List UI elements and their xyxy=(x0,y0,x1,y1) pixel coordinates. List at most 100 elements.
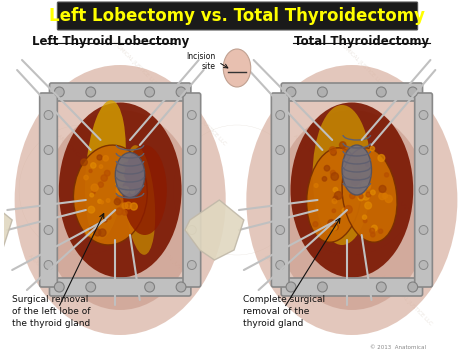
Circle shape xyxy=(176,282,186,292)
Circle shape xyxy=(88,206,95,213)
Circle shape xyxy=(339,142,346,148)
Circle shape xyxy=(84,175,88,180)
Circle shape xyxy=(332,209,336,213)
Ellipse shape xyxy=(59,103,182,278)
Circle shape xyxy=(371,190,375,195)
Circle shape xyxy=(364,182,371,190)
FancyBboxPatch shape xyxy=(183,93,201,287)
Circle shape xyxy=(379,185,386,192)
Circle shape xyxy=(120,189,124,193)
Circle shape xyxy=(371,233,375,237)
Circle shape xyxy=(384,173,389,177)
Circle shape xyxy=(116,208,123,215)
Circle shape xyxy=(333,224,338,230)
Circle shape xyxy=(286,87,296,97)
Circle shape xyxy=(117,190,122,196)
Circle shape xyxy=(362,182,367,188)
Circle shape xyxy=(345,165,353,173)
Circle shape xyxy=(92,191,95,194)
Text: Surgical removal
of the left lobe of
the thyroid gland: Surgical removal of the left lobe of the… xyxy=(12,295,91,328)
Circle shape xyxy=(328,219,335,227)
Circle shape xyxy=(313,222,318,227)
Circle shape xyxy=(98,200,101,203)
Circle shape xyxy=(331,173,338,180)
Text: Incision
site: Incision site xyxy=(186,52,215,71)
Circle shape xyxy=(365,163,369,166)
Text: © 2013  Anatomical: © 2013 Anatomical xyxy=(371,345,427,350)
Circle shape xyxy=(366,192,371,197)
Text: ANATOMICAL JUSTICE LLC: ANATOMICAL JUSTICE LLC xyxy=(174,93,227,147)
Circle shape xyxy=(331,150,336,155)
Circle shape xyxy=(104,170,110,176)
Text: ANATOMICAL JUSTICE LLC: ANATOMICAL JUSTICE LLC xyxy=(371,174,423,226)
Circle shape xyxy=(335,192,342,200)
Ellipse shape xyxy=(115,153,145,197)
Text: ANATOMICAL JUSTICE LLC: ANATOMICAL JUSTICE LLC xyxy=(263,253,316,306)
Text: Left Thyroid Lobectomy: Left Thyroid Lobectomy xyxy=(32,35,189,48)
Circle shape xyxy=(276,146,284,154)
Circle shape xyxy=(145,87,155,97)
Ellipse shape xyxy=(223,49,251,87)
Ellipse shape xyxy=(246,65,457,335)
Circle shape xyxy=(353,184,359,190)
Ellipse shape xyxy=(342,145,372,195)
Circle shape xyxy=(276,261,284,269)
Ellipse shape xyxy=(312,105,372,245)
Ellipse shape xyxy=(342,148,397,242)
Circle shape xyxy=(91,163,96,168)
Circle shape xyxy=(385,195,392,203)
Circle shape xyxy=(363,219,367,223)
Circle shape xyxy=(118,176,125,184)
Circle shape xyxy=(370,228,374,233)
Circle shape xyxy=(318,282,328,292)
Text: ANATOMICAL JUSTICE LLC: ANATOMICAL JUSTICE LLC xyxy=(331,33,384,87)
Circle shape xyxy=(89,169,92,173)
FancyBboxPatch shape xyxy=(49,83,191,101)
Circle shape xyxy=(358,194,363,198)
Circle shape xyxy=(379,192,386,200)
Circle shape xyxy=(365,202,372,209)
Circle shape xyxy=(100,201,103,204)
Circle shape xyxy=(324,165,330,171)
Circle shape xyxy=(359,194,363,198)
FancyBboxPatch shape xyxy=(271,93,289,287)
Circle shape xyxy=(86,282,96,292)
Circle shape xyxy=(176,87,186,97)
Circle shape xyxy=(55,87,64,97)
Circle shape xyxy=(187,225,196,235)
Text: ANATOMICAL JUSTICE LLC: ANATOMICAL JUSTICE LLC xyxy=(106,33,158,87)
Circle shape xyxy=(362,189,365,193)
Circle shape xyxy=(330,170,335,175)
Ellipse shape xyxy=(291,103,413,278)
Ellipse shape xyxy=(15,65,226,335)
Circle shape xyxy=(408,282,418,292)
Circle shape xyxy=(345,154,348,158)
Ellipse shape xyxy=(307,148,362,242)
Circle shape xyxy=(187,186,196,195)
Circle shape xyxy=(276,186,284,195)
Circle shape xyxy=(90,193,93,197)
Circle shape xyxy=(85,230,91,236)
Circle shape xyxy=(122,210,127,215)
Circle shape xyxy=(332,152,335,155)
Circle shape xyxy=(378,154,385,162)
Text: ANATOMICAL JUSTICE LLC: ANATOMICAL JUSTICE LLC xyxy=(380,274,433,327)
Ellipse shape xyxy=(73,145,147,245)
Circle shape xyxy=(351,178,359,186)
Circle shape xyxy=(101,175,107,181)
Circle shape xyxy=(372,225,377,231)
Circle shape xyxy=(44,261,53,269)
Text: ANATOMICAL JUSTICE LLC: ANATOMICAL JUSTICE LLC xyxy=(27,253,80,306)
Circle shape xyxy=(94,229,101,236)
Circle shape xyxy=(145,282,155,292)
Text: Total Thyroidectomy: Total Thyroidectomy xyxy=(294,35,429,48)
FancyBboxPatch shape xyxy=(281,83,422,101)
Circle shape xyxy=(342,208,346,213)
FancyBboxPatch shape xyxy=(57,2,418,30)
Circle shape xyxy=(276,110,284,120)
Circle shape xyxy=(363,193,369,200)
FancyBboxPatch shape xyxy=(281,278,422,296)
Circle shape xyxy=(116,186,123,193)
Circle shape xyxy=(376,282,386,292)
Circle shape xyxy=(379,229,383,233)
